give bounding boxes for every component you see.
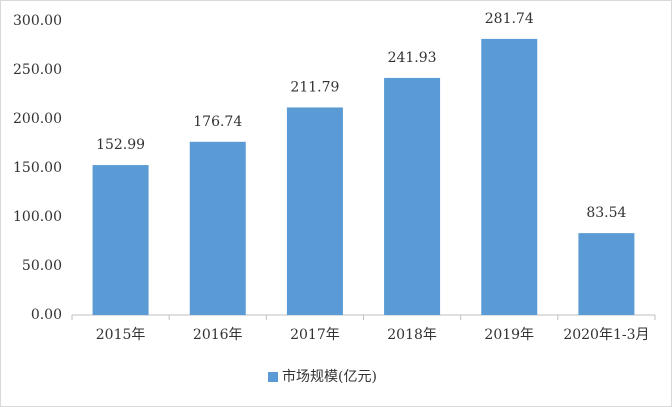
y-tick-label: 250.00 <box>13 62 62 78</box>
bar <box>189 141 246 315</box>
bar <box>384 77 441 315</box>
data-label: 176.74 <box>193 114 242 130</box>
bar <box>92 165 149 315</box>
y-tick-label: 150.00 <box>13 160 62 176</box>
data-label: 211.79 <box>290 79 339 95</box>
y-tick-label: 50.00 <box>22 258 62 274</box>
y-tick-label: 300.00 <box>13 13 62 29</box>
data-label: 241.93 <box>388 50 437 66</box>
x-tick-label: 2020年1-3月 <box>563 327 649 343</box>
y-tick-label: 100.00 <box>13 209 62 225</box>
x-tick-label: 2019年 <box>484 327 534 343</box>
x-tick-label: 2016年 <box>193 327 243 343</box>
x-tick-label: 2018年 <box>387 327 437 343</box>
bar <box>286 107 343 315</box>
legend-label: 市场规模(亿元) <box>282 368 377 385</box>
data-label: 152.99 <box>96 137 145 153</box>
data-label: 83.54 <box>586 205 626 221</box>
y-tick-label: 200.00 <box>13 111 62 127</box>
bar <box>481 38 538 315</box>
x-tick-label: 2017年 <box>290 327 340 343</box>
y-tick-label: 0.00 <box>31 307 62 323</box>
data-label: 281.74 <box>485 11 534 27</box>
x-tick-label: 2015年 <box>96 327 146 343</box>
legend-swatch <box>268 372 278 382</box>
bar <box>578 233 635 315</box>
